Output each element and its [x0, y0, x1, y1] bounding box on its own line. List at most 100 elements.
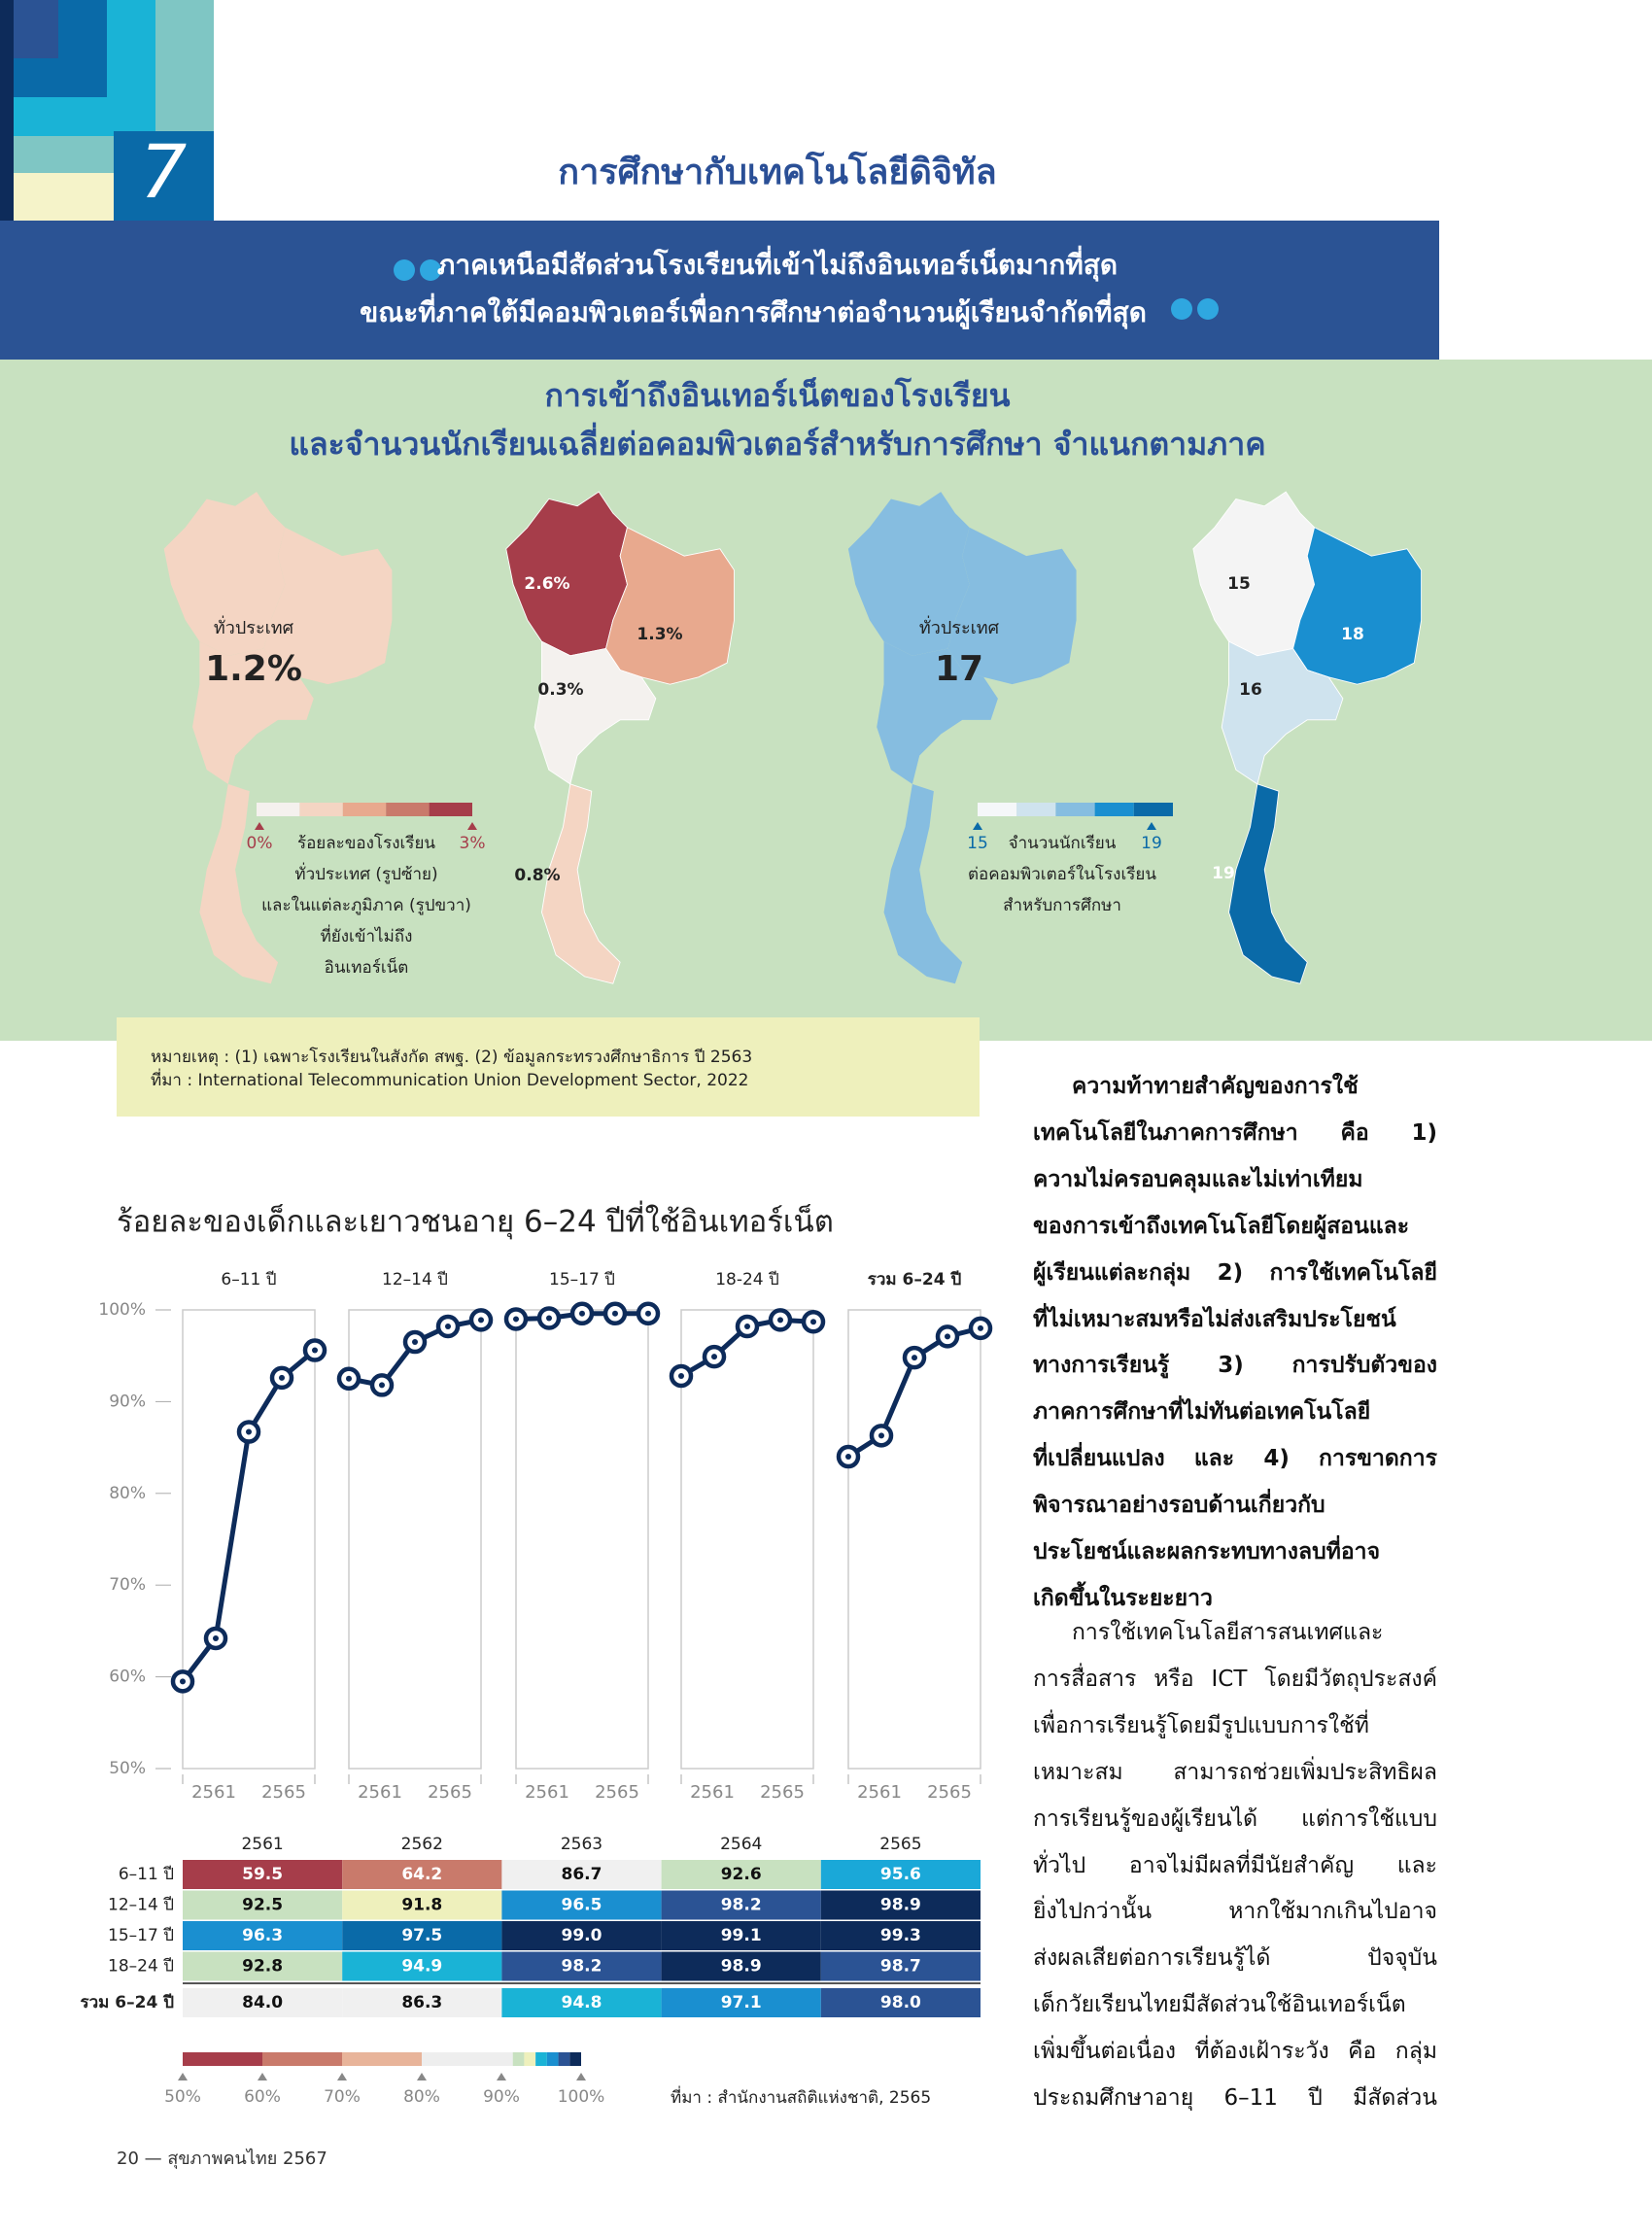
legend-swatch — [978, 803, 1017, 816]
scale-swatch — [183, 2052, 262, 2066]
legend-caption: จำนวนนักเรียน — [1009, 834, 1117, 853]
panel-frame — [515, 1309, 649, 1770]
map-region — [263, 527, 393, 685]
cell-value: 86.7 — [562, 1865, 602, 1884]
cell-value: 64.2 — [401, 1865, 442, 1884]
legend-swatch — [1133, 803, 1173, 816]
cell-value: 98.0 — [880, 1993, 921, 2012]
column-header: 2562 — [401, 1835, 443, 1854]
cell-value: 98.7 — [880, 1957, 921, 1977]
map-region — [947, 527, 1077, 685]
panel-title: 12–14 ปี — [382, 1270, 448, 1289]
data-point-dot — [978, 1324, 983, 1331]
table-cell — [501, 1860, 662, 1889]
cell-value: 86.3 — [401, 1993, 442, 2012]
cell-value: 97.1 — [721, 1993, 762, 2012]
source: ที่มา : สำนักงานสถิติแห่งชาติ, 2565 — [671, 2085, 931, 2108]
scale-swatch — [422, 2052, 501, 2066]
legend-swatch — [299, 803, 343, 816]
x-tick-label: 2561 — [191, 1782, 236, 1803]
panel-frame — [847, 1309, 981, 1770]
map-region — [877, 641, 998, 784]
panel-title: 15–17 ปี — [549, 1270, 615, 1289]
scale-swatch — [512, 2052, 525, 2066]
data-point-dot — [678, 1372, 684, 1379]
legend-pointer — [255, 822, 264, 830]
scale-swatch — [342, 2052, 422, 2066]
table-cell — [820, 1921, 981, 1950]
body-bold-line: ของการเข้าถึงเทคโนโลยีโดยผู้สอนและ — [1033, 1213, 1410, 1239]
map-region — [1228, 783, 1308, 984]
cell-value: 95.6 — [880, 1865, 921, 1884]
cell-value: 99.3 — [880, 1926, 921, 1945]
data-point-dot — [445, 1323, 451, 1329]
scale-swatch — [501, 2052, 513, 2066]
cell-value: 98.2 — [562, 1957, 602, 1977]
chapter-number: 7 — [140, 128, 187, 215]
body-bold-line: ความท้าทายสำคัญของการใช้ — [1072, 1074, 1359, 1099]
body-bold-line: พิจารณาอย่างรอบด้านเกี่ยวกับ — [1033, 1493, 1325, 1519]
table-cell — [661, 1890, 821, 1920]
body-bold-line: ภาคการศึกษาที่ไม่ทันต่อเทคโนโลยี — [1033, 1399, 1371, 1426]
cell-value: 92.8 — [242, 1957, 283, 1977]
x-tick-label: 2561 — [690, 1782, 735, 1803]
map-region — [605, 527, 735, 685]
table-cell — [661, 1921, 821, 1950]
body-line: ยิ่งไปกว่านั้น หากใช้มากเกินไปอาจ — [1033, 1899, 1437, 1925]
body-line: การเรียนรู้ของผู้เรียนได้ แต่การใช้แบบ — [1033, 1805, 1437, 1832]
scale-pointer — [417, 2073, 427, 2080]
body-bold-line: ทางการเรียนรู้ 3) การปรับตัวของ — [1033, 1353, 1437, 1379]
table-cell — [820, 1951, 981, 1981]
table-cell — [820, 1890, 981, 1920]
table-cell — [501, 1988, 662, 2017]
scale-pointer — [497, 2073, 506, 2080]
data-point-dot — [312, 1347, 318, 1354]
data-point-dot — [213, 1634, 219, 1641]
body-line: ส่งผลเสียต่อการเรียนรู้ได้ ปัจจุบัน — [1033, 1945, 1437, 1972]
body-line: เพิ่มขึ้นต่อเนื่อง ที่ต้องเฝ้าระวัง คือ … — [1033, 2039, 1437, 2065]
legend-swatch — [1094, 803, 1134, 816]
y-tick-label: 60% — [109, 1668, 146, 1687]
x-tick-label: 2561 — [857, 1782, 902, 1803]
cell-value: 98.2 — [721, 1896, 762, 1915]
scale-label: 80% — [403, 2087, 440, 2107]
map — [163, 492, 393, 984]
body-bold-line: เกิดขึ้นในระยะยาว — [1033, 1585, 1213, 1611]
panel-title: รวม 6–24 ปี — [868, 1269, 962, 1289]
y-tick-label: 50% — [109, 1759, 146, 1778]
cell-value: 99.0 — [562, 1926, 602, 1945]
cell-value: 96.5 — [562, 1896, 602, 1915]
row-label: 12–14 ปี — [108, 1896, 174, 1915]
scale-swatch — [535, 2052, 547, 2066]
table-cell — [501, 1890, 662, 1920]
region-value: 16 — [1239, 680, 1262, 700]
scale-pointer — [576, 2073, 586, 2080]
data-point-dot — [744, 1323, 750, 1329]
chapter-title: การศึกษากับเทคโนโลยีดิจิทัล — [558, 151, 996, 192]
body-line: เพื่อการเรียนรู้โดยมีรูปแบบการใช้ที่ — [1033, 1712, 1369, 1738]
scale-label: 50% — [164, 2087, 201, 2107]
region-value: 19 — [1212, 864, 1235, 883]
note-box — [117, 1017, 980, 1117]
data-point-dot — [546, 1315, 552, 1322]
table-cell — [183, 1890, 343, 1920]
legend-caption: และในแต่ละภูมิภาค (รูปขวา) — [261, 895, 471, 915]
region-value: 15 — [1227, 574, 1251, 594]
panel-frame — [348, 1309, 482, 1770]
table-cell — [183, 1921, 343, 1950]
map-label: ทั่วประเทศ — [919, 615, 1000, 638]
data-point-dot — [912, 1355, 917, 1361]
table-cell — [342, 1890, 502, 1920]
map-value: 17 — [935, 649, 983, 689]
table-cell — [342, 1860, 502, 1889]
map — [847, 492, 1077, 984]
body-line: การใช้เทคโนโลยีสารสนเทศและ — [1072, 1620, 1384, 1645]
column-header: 2563 — [561, 1835, 602, 1854]
legend-swatch — [257, 803, 300, 816]
note-line: ที่มา : International Telecommunication … — [151, 1068, 749, 1090]
legend-swatch — [429, 803, 472, 816]
legend-caption: ต่อคอมพิวเตอร์ในโรงเรียน — [968, 864, 1156, 884]
table-cell — [183, 1951, 343, 1981]
